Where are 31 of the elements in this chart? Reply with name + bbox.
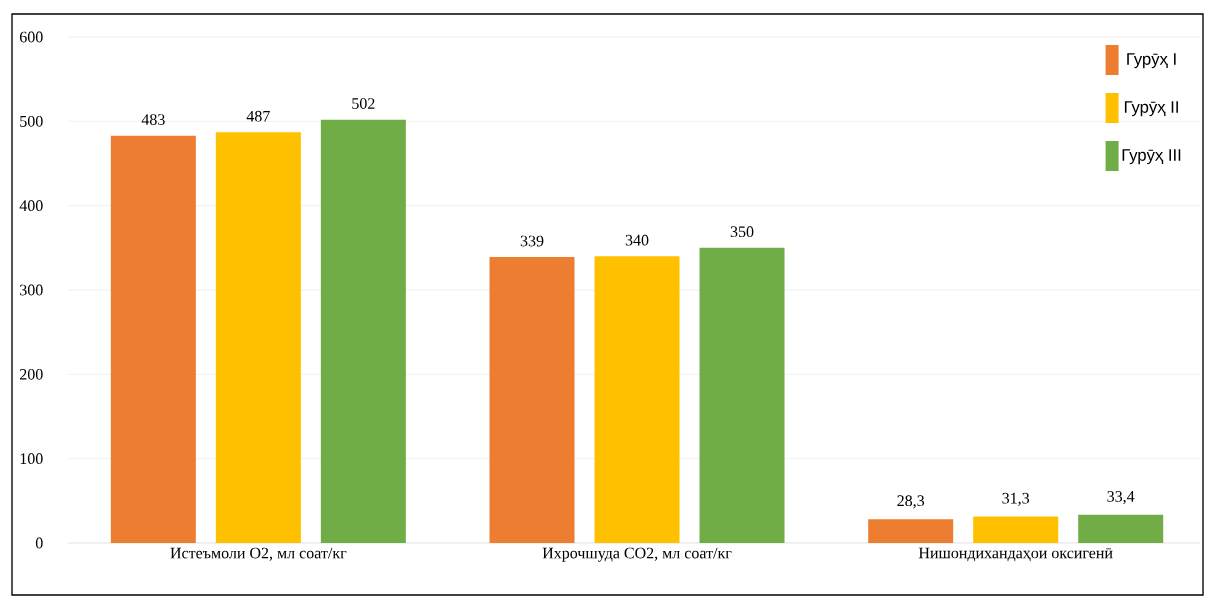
bar [973,516,1059,543]
x-tick-label: Ихрочшуда CO2, мл соат/кг [542,547,732,562]
y-tick-label: 100 [20,453,43,465]
bar [868,519,954,543]
y-tick-label: 600 [19,31,43,43]
bar [699,247,785,543]
x-tick-label: Нишондихандаҳои оксигенӣ [918,547,1113,562]
data-label: 33,4 [1107,491,1135,505]
data-label: 483 [141,114,165,125]
bar [320,119,406,543]
data-label: 350 [730,226,754,238]
bar [110,135,196,543]
data-label: 28,3 [897,495,925,509]
legend-label: Гурӯҳ II [1124,101,1178,117]
bar [489,257,575,543]
bar [1078,514,1164,543]
data-label: 487 [246,110,270,122]
y-tick-label: 500 [20,115,43,127]
x-tick-label: Истеъмоли O2, мл соат/кг [170,547,347,561]
data-label: 31,3 [1002,492,1030,506]
y-tick-label: 200 [20,368,43,380]
data-label: 339 [520,235,544,247]
legend-label: Гурӯҳ III [1122,149,1181,165]
data-label: 340 [625,234,649,246]
legend-label: Гурӯҳ I [1127,53,1176,69]
y-tick-label: 0 [35,537,43,549]
data-label: 502 [352,98,375,109]
bar [594,256,680,543]
y-tick-label: 400 [19,200,43,212]
bar [215,132,301,543]
y-tick-label: 300 [20,284,43,296]
